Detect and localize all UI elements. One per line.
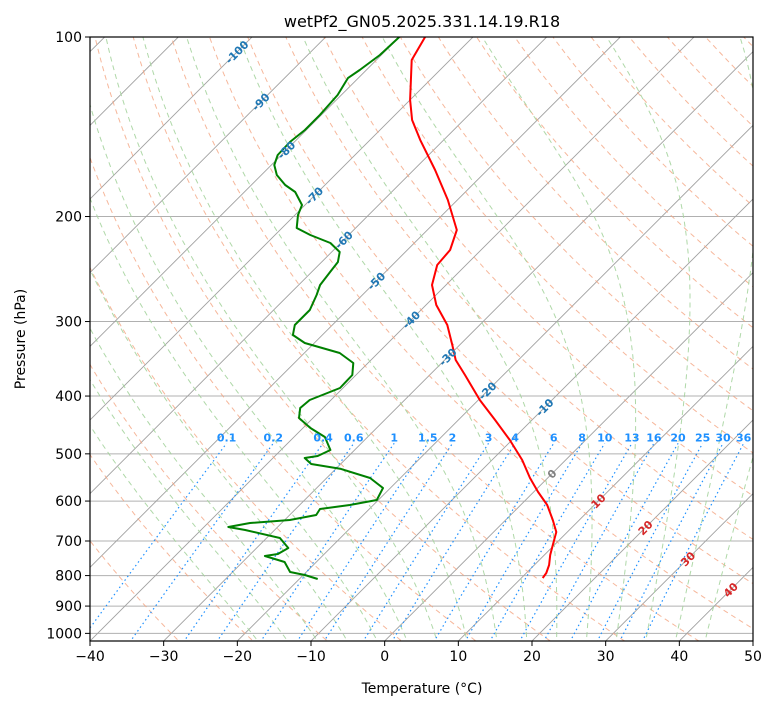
mixing-ratio-label: 0.6 [344, 431, 364, 444]
mixing-ratio-label: 6 [550, 431, 558, 444]
chart-title: wetPf2_GN05.2025.331.14.19.R18 [284, 12, 560, 32]
x-axis-label: Temperature (°C) [361, 681, 483, 697]
x-tick-label: 10 [449, 649, 467, 665]
x-tick-label: −20 [223, 649, 253, 665]
mixing-ratio-label: 0.2 [264, 431, 284, 444]
mixing-ratio-label: 1.5 [418, 431, 438, 444]
y-tick-label: 500 [55, 447, 82, 463]
x-tick-label: −40 [75, 649, 105, 665]
x-tick-label: −30 [149, 649, 179, 665]
y-tick-label: 800 [55, 569, 82, 585]
mixing-ratio-label: 0.4 [313, 431, 333, 444]
mixing-ratio-label: 10 [597, 431, 613, 444]
mixing-ratio-label: 36 [736, 431, 752, 444]
x-tick-label: −10 [296, 649, 326, 665]
x-tick-label: 0 [380, 649, 389, 665]
x-tick-label: 30 [597, 649, 615, 665]
mixing-ratio-label: 1 [390, 431, 398, 444]
mixing-ratio-label: 0.1 [217, 431, 237, 444]
mixing-ratio-label: 16 [646, 431, 662, 444]
mixing-ratio-label: 20 [670, 431, 686, 444]
y-tick-label: 200 [55, 210, 82, 226]
y-tick-label: 700 [55, 534, 82, 550]
mixing-ratio-label: 30 [715, 431, 731, 444]
x-tick-label: 20 [523, 649, 541, 665]
y-tick-label: 100 [55, 30, 82, 46]
y-tick-label: 400 [55, 389, 82, 405]
x-tick-label: 50 [744, 649, 762, 665]
mixing-ratio-label: 25 [695, 431, 710, 444]
y-tick-label: 900 [55, 599, 82, 615]
x-tick-label: 40 [670, 649, 688, 665]
mixing-ratio-label: 2 [449, 431, 457, 444]
mixing-ratio-label: 8 [578, 431, 586, 444]
y-tick-label: 1000 [46, 626, 82, 642]
y-tick-label: 600 [55, 494, 82, 510]
mixing-ratio-label: 3 [485, 431, 493, 444]
mixing-ratio-label: 4 [511, 431, 519, 444]
mixing-ratio-label: 13 [624, 431, 639, 444]
y-tick-label: 300 [55, 315, 82, 331]
y-axis-label: Pressure (hPa) [13, 289, 29, 389]
